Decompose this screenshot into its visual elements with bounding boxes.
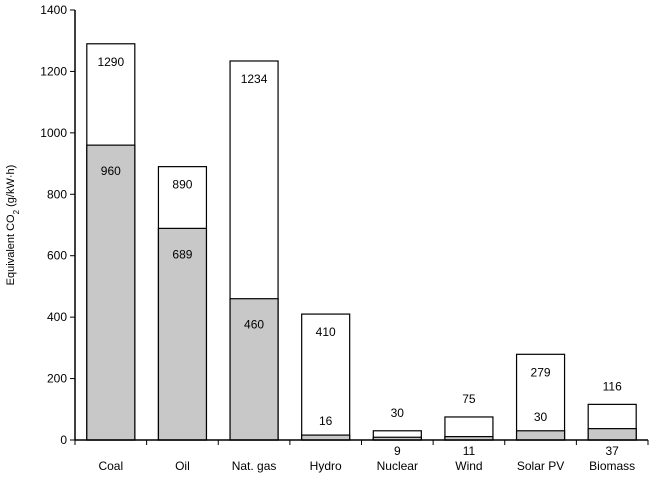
bars: 1290 960 890 689 1234 460 410 16 30 9 75 11 279 30 116… xyxy=(86,43,637,458)
bar-low-2 xyxy=(229,298,279,441)
y-tick-label: 200 xyxy=(47,372,67,386)
y-tick-label: 400 xyxy=(47,310,67,324)
x-tick-label: Oil xyxy=(175,459,190,473)
bar-high-6 xyxy=(515,353,566,441)
data-label-high: 116 xyxy=(603,379,622,393)
axes xyxy=(74,10,649,445)
x-tick-label: Hydro xyxy=(310,459,342,473)
bar-low-0 xyxy=(86,144,136,441)
data-label-low: 11 xyxy=(463,444,476,458)
y-tick-label: 800 xyxy=(47,187,67,201)
data-label-low: 689 xyxy=(172,247,192,261)
data-label-low: 460 xyxy=(244,318,264,332)
data-label-low: 9 xyxy=(394,444,401,458)
bar-low-1 xyxy=(157,227,208,441)
x-tick-label: Nat. gas xyxy=(232,459,277,473)
x-tick-label: Solar PV xyxy=(517,459,564,473)
data-label-low: 37 xyxy=(606,444,620,458)
y-axis-title: Equivalent CO2 (g/kW·h) xyxy=(5,165,21,286)
x-tick-label: Wind xyxy=(455,459,482,473)
data-label-low: 960 xyxy=(101,164,121,178)
data-label-high: 75 xyxy=(462,392,476,406)
data-label-high: 30 xyxy=(391,406,405,420)
data-label-high: 410 xyxy=(316,325,336,339)
data-label-high: 890 xyxy=(172,178,192,192)
y-axis-ticks: 0 200 400 600 800 1000 1200 1400 xyxy=(40,3,75,447)
category-labels: Coal Oil Nat. gas Hydro Nuclear Wind Solar PV B… xyxy=(98,459,635,473)
x-tick-label: Nuclear xyxy=(377,459,418,473)
data-label-high: 279 xyxy=(531,365,551,379)
bar-low-6 xyxy=(515,430,566,441)
data-label-low: 30 xyxy=(534,410,548,424)
data-label-high: 1290 xyxy=(97,55,124,69)
x-tick-label: Coal xyxy=(98,459,123,473)
bar-high-3 xyxy=(301,313,351,441)
y-tick-label: 600 xyxy=(47,249,67,263)
y-tick-label: 0 xyxy=(60,433,67,447)
y-tick-label: 1200 xyxy=(40,64,67,78)
data-label-low: 16 xyxy=(319,414,333,428)
y-axis-label: Equivalent CO2 (g/kW·h) xyxy=(5,165,21,286)
bar-low-7 xyxy=(587,428,637,441)
y-tick-label: 1400 xyxy=(40,3,67,17)
y-tick-label: 1000 xyxy=(40,126,67,140)
data-label-high: 1234 xyxy=(241,72,268,86)
x-tick-label: Biomass xyxy=(589,459,635,473)
